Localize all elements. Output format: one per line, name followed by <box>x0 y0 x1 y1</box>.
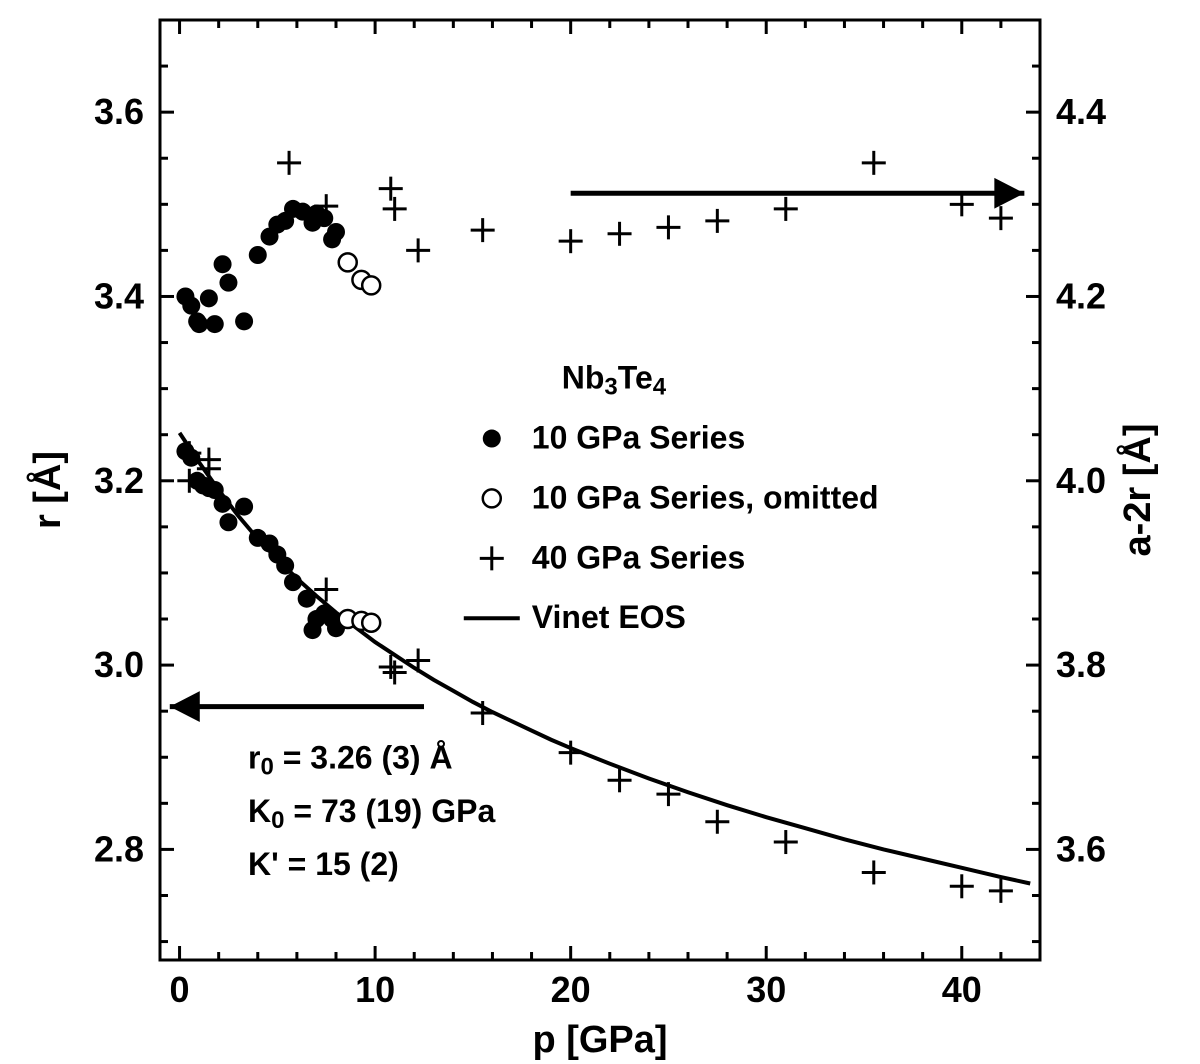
svg-text:3.8: 3.8 <box>1056 644 1106 685</box>
svg-text:20: 20 <box>551 969 591 1010</box>
svg-text:10: 10 <box>355 969 395 1010</box>
svg-text:2.8: 2.8 <box>94 828 144 869</box>
svg-text:Vinet EOS: Vinet EOS <box>532 599 686 635</box>
svg-text:p [GPa]: p [GPa] <box>532 1019 667 1061</box>
svg-text:3.6: 3.6 <box>1056 828 1106 869</box>
svg-text:10 GPa Series: 10 GPa Series <box>532 420 745 456</box>
svg-text:30: 30 <box>746 969 786 1010</box>
svg-text:4.4: 4.4 <box>1056 91 1106 132</box>
svg-text:r [Å]: r [Å] <box>25 451 69 529</box>
svg-text:0: 0 <box>170 969 190 1010</box>
svg-text:r0 = 3.26 (3) Å: r0 = 3.26 (3) Å <box>248 739 453 780</box>
svg-text:a-2r [Å]: a-2r [Å] <box>1115 423 1159 556</box>
svg-text:K' = 15 (2): K' = 15 (2) <box>248 846 399 882</box>
svg-text:3.2: 3.2 <box>94 460 144 501</box>
svg-text:4.0: 4.0 <box>1056 460 1106 501</box>
svg-text:10 GPa Series, omitted: 10 GPa Series, omitted <box>532 479 879 515</box>
svg-text:40 GPa Series: 40 GPa Series <box>532 539 745 575</box>
svg-text:40: 40 <box>942 969 982 1010</box>
svg-text:3.0: 3.0 <box>94 644 144 685</box>
svg-text:K0 = 73 (19) GPa: K0 = 73 (19) GPa <box>248 793 495 834</box>
svg-text:4.2: 4.2 <box>1056 275 1106 316</box>
scatter-chart: 0 10 20 30 40 2.8 3.0 3.2 3.4 3.6 3.6 3.8 4.0 4.2 4.4 p… <box>0 0 1200 1064</box>
svg-text:3.4: 3.4 <box>94 275 144 316</box>
svg-text:3.6: 3.6 <box>94 91 144 132</box>
